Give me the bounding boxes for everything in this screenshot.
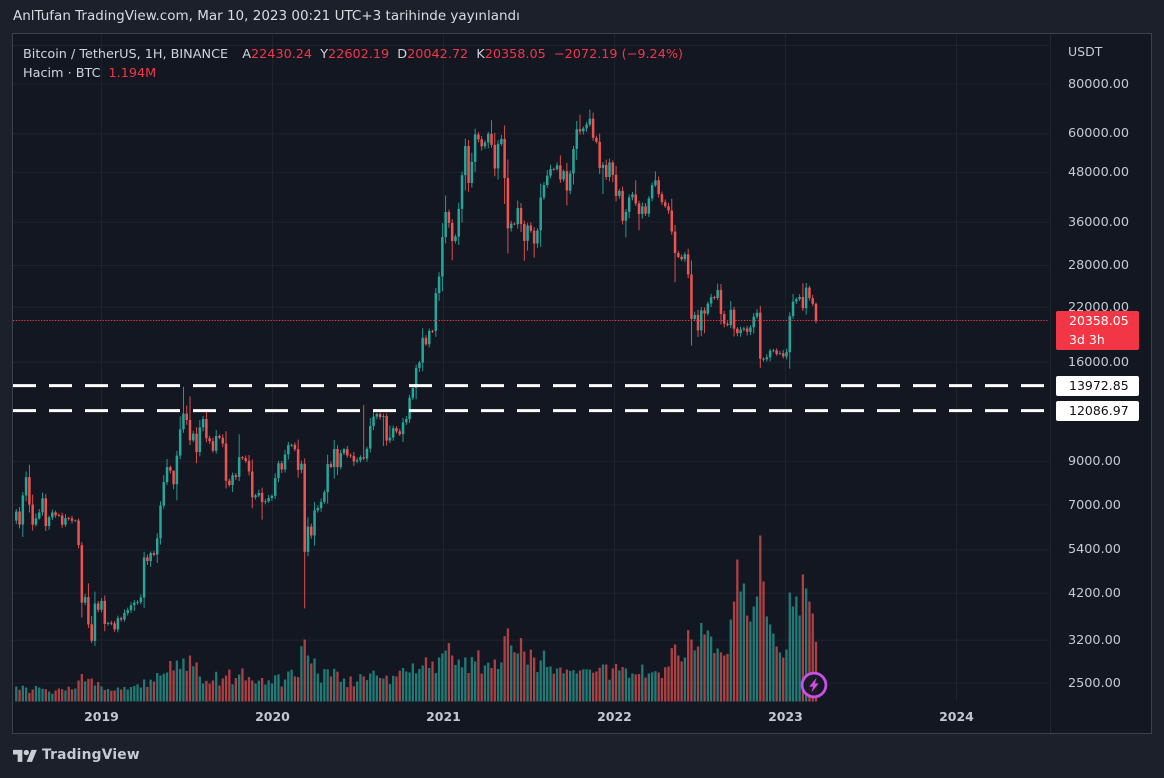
- volume-label: Hacim · BTC: [23, 65, 101, 81]
- chart-pane[interactable]: [13, 34, 1050, 734]
- price-tick-label: 48000.00: [1068, 164, 1130, 180]
- chart-widget: Bitcoin / TetherUS, 1H, BINANCE A22430.2…: [12, 33, 1152, 734]
- attribution-bar: AnlTufan TradingView.com, Mar 10, 2023 0…: [0, 0, 1164, 33]
- boost-badge[interactable]: [800, 671, 828, 699]
- year-tick-label: 2023: [768, 709, 803, 724]
- attribution-text: AnlTufan TradingView.com, Mar 10, 2023 0…: [13, 8, 520, 24]
- price-tick-label: 4200.00: [1068, 585, 1121, 601]
- footer-bar: TradingView: [0, 734, 1164, 778]
- change-value: −2072.19 (−9.24%): [545, 46, 683, 62]
- price-tick-label: 80000.00: [1068, 76, 1130, 92]
- price-axis[interactable]: USDT 80000.00 60000.00 48000.00 36000.00 280…: [1050, 34, 1151, 734]
- price-tick-label: 36000.00: [1068, 214, 1130, 230]
- legend-symbol-row: Bitcoin / TetherUS, 1H, BINANCE A22430.2…: [23, 45, 683, 64]
- year-tick-label: 2024: [939, 709, 974, 724]
- level-price-label: 13972.85: [1056, 375, 1139, 396]
- year-tick-label: 2019: [84, 709, 119, 724]
- ohlc-values: A22430.24 Y22602.19 D20042.72 K20358.05 …: [234, 47, 683, 62]
- ohlc-token: Y22602.19: [320, 46, 390, 62]
- current-price-label: 20358.05 3d 3h: [1056, 310, 1139, 350]
- price-tick-label: 7000.00: [1068, 497, 1121, 513]
- candle-series: [15, 109, 818, 646]
- level-price-label: 12086.97: [1056, 400, 1139, 421]
- grid-lines: [13, 34, 1049, 702]
- price-tick-label: 9000.00: [1068, 454, 1121, 470]
- time-axis[interactable]: 2019 2020 2021 2022 2023 2024: [13, 702, 1050, 734]
- bar-countdown: 3d 3h: [1069, 332, 1105, 347]
- year-tick-label: 2020: [255, 709, 290, 724]
- tradingview-brand[interactable]: TradingView: [42, 747, 140, 763]
- ohlc-token: K20358.05: [476, 46, 546, 62]
- price-tick-label: 60000.00: [1068, 126, 1130, 142]
- tradingview-logo-icon[interactable]: [13, 747, 37, 766]
- price-tick-label: 2500.00: [1068, 675, 1121, 691]
- legend-volume-row: Hacim · BTC 1.194M: [23, 64, 683, 83]
- ohlc-token: D20042.72: [397, 46, 469, 62]
- legend: Bitcoin / TetherUS, 1H, BINANCE A22430.2…: [23, 45, 683, 83]
- price-tick-label: 5400.00: [1068, 542, 1121, 558]
- price-tick-label: 16000.00: [1068, 354, 1130, 370]
- year-tick-label: 2022: [597, 709, 632, 724]
- year-tick-label: 2021: [426, 709, 461, 724]
- price-tick-label: 28000.00: [1068, 258, 1130, 273]
- symbol-title[interactable]: Bitcoin / TetherUS, 1H, BINANCE: [23, 46, 229, 62]
- ohlc-token: A22430.24: [242, 46, 313, 62]
- volume-value: 1.194M: [108, 65, 157, 81]
- current-price-value: 20358.05: [1069, 312, 1129, 328]
- axis-currency-label: USDT: [1068, 44, 1103, 59]
- price-tick-label: 3200.00: [1068, 632, 1121, 648]
- volume-series: [15, 535, 818, 702]
